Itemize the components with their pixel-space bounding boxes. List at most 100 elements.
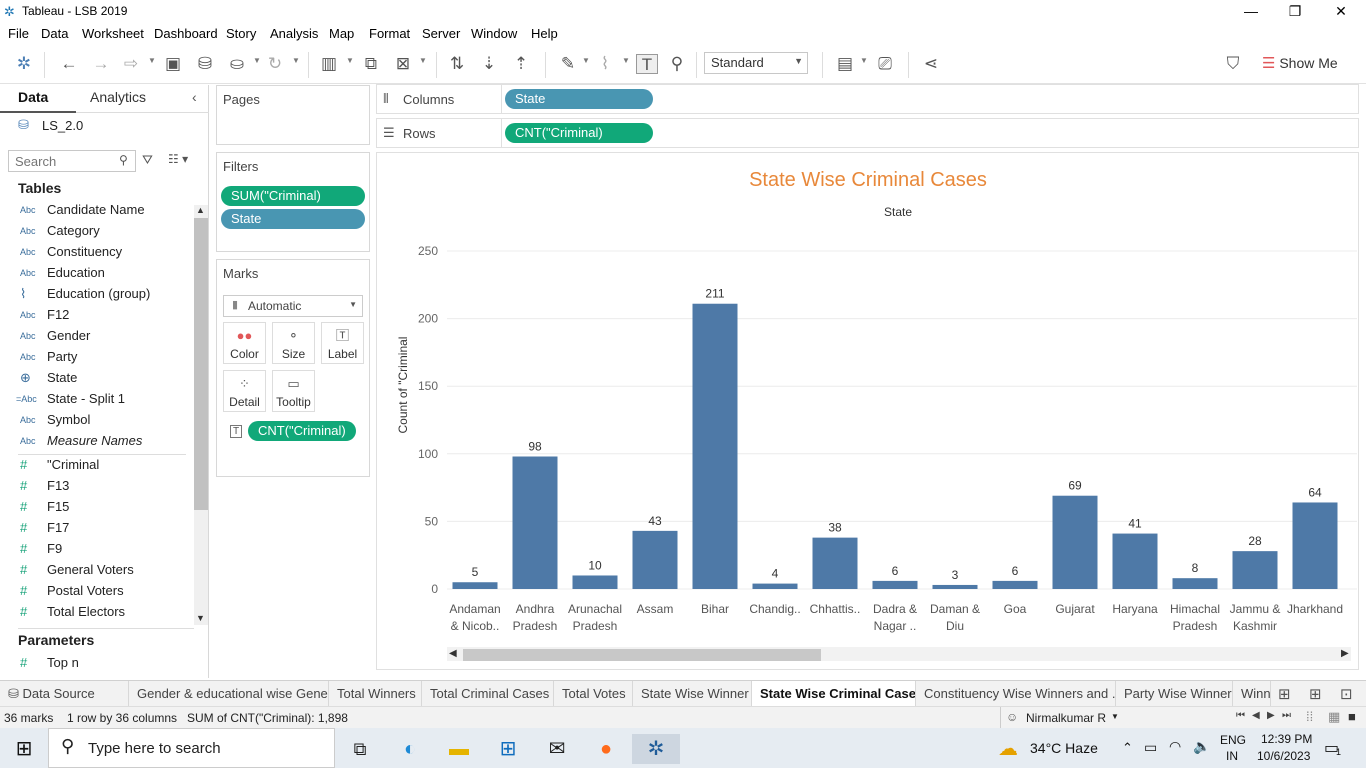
rows-pill-cnt-criminal[interactable]: CNT("Criminal)	[505, 123, 653, 143]
windows-start-icon[interactable]: ⊞	[15, 738, 33, 760]
notification-icon[interactable]: ▭	[1324, 740, 1340, 757]
menu-window[interactable]: Window	[471, 26, 518, 41]
bar[interactable]	[932, 584, 978, 589]
battery-icon[interactable]: ▭	[1144, 739, 1158, 755]
fit-dropdown[interactable]: Standard ▼	[704, 52, 808, 74]
new-worksheet-icon[interactable]: ▥	[320, 54, 338, 73]
bar[interactable]	[752, 583, 798, 589]
region-indicator[interactable]: IN	[1226, 749, 1238, 763]
label-mark-button[interactable]: 🅃 Label	[321, 322, 364, 364]
duplicate-sheet-icon[interactable]: ⧉	[364, 54, 378, 73]
filter-pill-state[interactable]: State	[221, 209, 365, 229]
new-datasource-icon[interactable]: ⛁	[197, 54, 213, 73]
bar[interactable]	[1292, 502, 1338, 589]
new-dashboard-tab-icon[interactable]: ⊞	[1309, 686, 1322, 703]
weather-text[interactable]: 34°C Haze	[1030, 740, 1098, 756]
tab-state-wise-winner[interactable]: State Wise Winner	[633, 681, 752, 706]
status-user[interactable]: Nirmalkumar R	[1026, 711, 1107, 725]
tab-data-source[interactable]: ⛁ Data Source	[0, 681, 129, 706]
field-symbol[interactable]: Abc Symbol	[0, 411, 190, 431]
field-criminal[interactable]: # "Criminal	[0, 456, 190, 476]
tab-analytics[interactable]: Analytics	[90, 89, 147, 105]
menu-data[interactable]: Data	[41, 26, 69, 41]
bar[interactable]	[1052, 495, 1098, 589]
scroll-down-icon[interactable]: ▼	[196, 613, 205, 623]
tab-party-wise-winner[interactable]: Party Wise Winner	[1116, 681, 1233, 706]
field-candidate-name[interactable]: Abc Candidate Name	[0, 201, 190, 221]
pause-updates-icon[interactable]: ⛀	[229, 54, 245, 73]
format-painter-icon[interactable]: ⛉	[1226, 54, 1240, 73]
tableau-taskbar-icon[interactable]: ✲	[632, 734, 680, 764]
grid-view-icon[interactable]: ⁞⁞	[1306, 709, 1314, 724]
redo-icon[interactable]: →	[92, 54, 110, 73]
restore-button[interactable]: ❐	[1288, 3, 1302, 19]
collapse-pane-icon[interactable]: ‹	[192, 89, 197, 105]
menu-analysis[interactable]: Analysis	[270, 26, 319, 41]
tray-chevron-icon[interactable]: ⌃	[1122, 740, 1133, 755]
field-education-group-[interactable]: ⌇ Education (group)	[0, 285, 190, 305]
chevron-down-icon[interactable]: ▼	[1111, 712, 1119, 721]
viz-hscroll-thumb[interactable]	[463, 649, 821, 661]
scroll-up-icon[interactable]: ▲	[196, 205, 205, 215]
swap-rows-columns-icon[interactable]: ⇅	[449, 54, 465, 73]
datasource-name[interactable]: LS_2.0	[42, 118, 84, 133]
bar[interactable]	[992, 580, 1038, 589]
clear-sheet-icon[interactable]: ⊠	[395, 54, 411, 73]
show-me-button[interactable]: ☰ Show Me	[1262, 54, 1338, 72]
new-worksheet-tab-icon[interactable]: ⊞	[1278, 686, 1291, 703]
sort-ascending-icon[interactable]: ⇣	[481, 54, 497, 73]
field-measure-names[interactable]: Abc Measure Names	[0, 432, 190, 452]
filters-card[interactable]: Filters SUM("Criminal) State	[216, 152, 370, 252]
close-button[interactable]: ✕	[1335, 3, 1347, 19]
fix-axes-icon[interactable]: ⚲	[670, 54, 684, 73]
tooltip-mark-button[interactable]: ▭ Tooltip	[272, 370, 315, 412]
menu-help[interactable]: Help	[531, 26, 558, 41]
sort-descending-icon[interactable]: ⇡	[513, 54, 529, 73]
field-party[interactable]: Abc Party	[0, 348, 190, 368]
menu-dashboard[interactable]: Dashboard	[154, 26, 218, 41]
menu-story[interactable]: Story	[226, 26, 257, 41]
filter-icon[interactable]: ⛛	[142, 152, 153, 167]
tabs-view-icon[interactable]: ■	[1348, 709, 1356, 724]
bar[interactable]	[512, 456, 558, 589]
tab-total-criminal-cases[interactable]: Total Criminal Cases	[422, 681, 554, 706]
menu-map[interactable]: Map	[329, 26, 355, 41]
field-state[interactable]: ⊕ State	[0, 369, 190, 389]
firefox-icon[interactable]: ●	[599, 738, 613, 760]
group-members-icon[interactable]: ⌇	[600, 54, 610, 73]
show-cards-icon[interactable]: ▤	[836, 54, 854, 73]
tab-state-wise-criminal-cases[interactable]: State Wise Criminal Cases	[752, 681, 916, 706]
undo-icon[interactable]: ←	[60, 54, 78, 73]
field-f13[interactable]: # F13	[0, 477, 190, 497]
menu-file[interactable]: File	[8, 26, 29, 41]
field-f15[interactable]: # F15	[0, 498, 190, 518]
taskbar-search-box[interactable]: ⚲ Type here to search	[48, 728, 335, 768]
rows-shelf[interactable]: ☰ Rows CNT("Criminal)	[376, 118, 1359, 148]
size-mark-button[interactable]: ⚬ Size	[272, 322, 315, 364]
bar[interactable]	[1112, 533, 1158, 589]
bar[interactable]	[452, 582, 498, 589]
share-icon[interactable]: ⋖	[923, 54, 939, 73]
field-search-input[interactable]	[8, 150, 136, 172]
tab-data[interactable]: Data	[18, 89, 49, 105]
store-icon[interactable]: ⊞	[499, 738, 517, 760]
tab-constituency-wise-winners[interactable]: Constituency Wise Winners and ...	[916, 681, 1116, 706]
scroll-right-icon[interactable]: ▶	[1341, 648, 1349, 659]
save-icon[interactable]: ▣	[164, 54, 182, 73]
tab-gender-educational[interactable]: Gender & educational wise Gene...	[129, 681, 329, 706]
edge-icon[interactable]: ◐	[403, 738, 417, 760]
new-story-tab-icon[interactable]: ⊡	[1340, 686, 1353, 703]
last-sheet-icon[interactable]: ⏭	[1282, 710, 1291, 721]
wifi-icon[interactable]: ◠	[1169, 738, 1182, 754]
field-category[interactable]: Abc Category	[0, 222, 190, 242]
tab-winn[interactable]: Winn	[1233, 681, 1271, 706]
color-mark-button[interactable]: ●● Color	[223, 322, 266, 364]
field-constituency[interactable]: Abc Constituency	[0, 243, 190, 263]
clock-time[interactable]: 12:39 PM	[1261, 732, 1313, 746]
field-general-voters[interactable]: # General Voters	[0, 561, 190, 581]
bar[interactable]	[1172, 578, 1218, 589]
mark-type-dropdown[interactable]: ▮ Automatic ▼	[223, 295, 363, 317]
first-sheet-icon[interactable]: ⏮	[1236, 710, 1245, 721]
tab-total-votes[interactable]: Total Votes	[554, 681, 633, 706]
show-labels-icon[interactable]: T	[636, 54, 658, 74]
